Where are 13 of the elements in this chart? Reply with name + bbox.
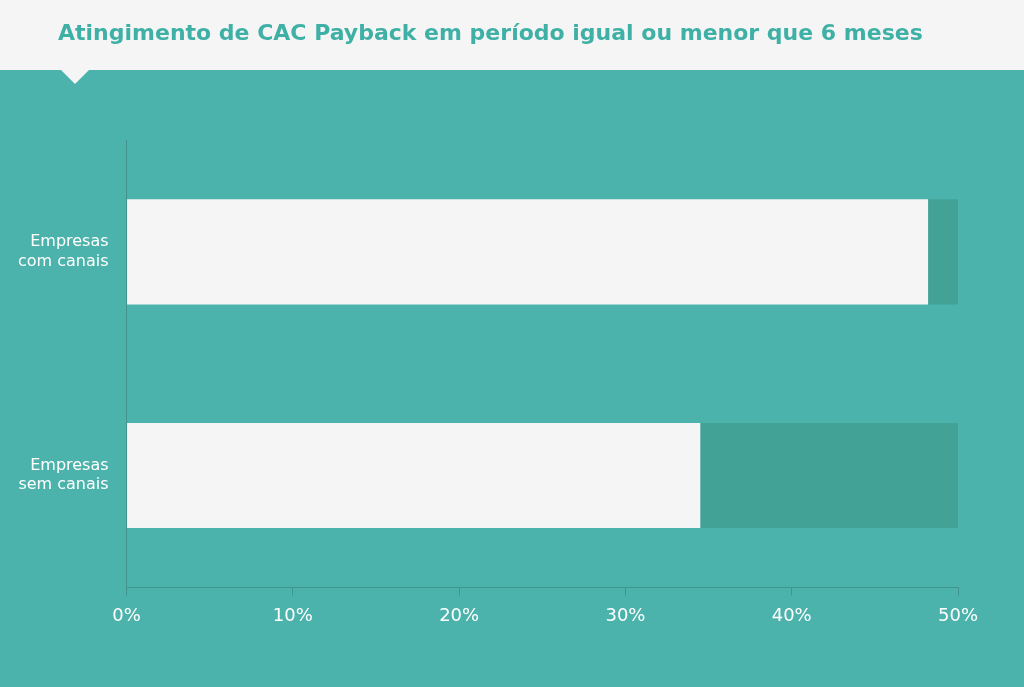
x-tick-label: 20% xyxy=(439,603,480,625)
y-tick-label: Empresas sem canais xyxy=(18,455,109,494)
x-tick-label: 10% xyxy=(272,603,313,625)
y-tick-label: Empresas com canais xyxy=(17,231,109,270)
bar xyxy=(127,199,929,305)
x-tick-label: 30% xyxy=(605,603,646,625)
x-tick-label: 40% xyxy=(771,603,812,625)
bar xyxy=(700,422,958,529)
bar xyxy=(928,199,958,305)
x-tick-label: 50% xyxy=(937,603,979,625)
chart-title: Atingimento de CAC Payback em período igual ou menor que 6 meses xyxy=(58,20,923,45)
x-tick-label: 0% xyxy=(112,603,141,625)
bar xyxy=(127,422,701,529)
